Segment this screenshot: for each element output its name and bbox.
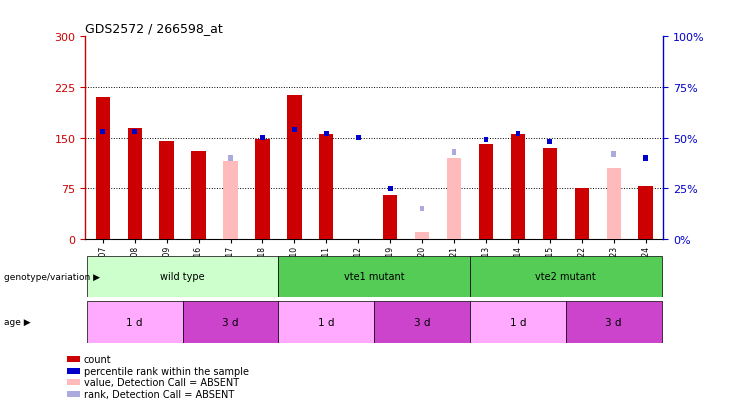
Bar [415, 233, 429, 240]
Text: age ▶: age ▶ [4, 318, 30, 327]
Bar [87, 301, 182, 343]
Bar [324, 132, 329, 137]
Bar [223, 162, 238, 240]
Text: genotype/variation ▶: genotype/variation ▶ [4, 272, 100, 281]
Text: count: count [84, 354, 111, 364]
Bar [419, 206, 425, 212]
Text: wild type: wild type [160, 272, 205, 282]
Bar [319, 135, 333, 240]
Bar [228, 156, 233, 161]
Bar [292, 128, 296, 133]
Bar [516, 132, 520, 137]
Bar [643, 156, 648, 161]
Text: rank, Detection Call = ABSENT: rank, Detection Call = ABSENT [84, 389, 234, 399]
Bar [127, 128, 142, 240]
Bar [470, 301, 566, 343]
Bar [96, 98, 110, 240]
Text: 1 d: 1 d [318, 317, 334, 327]
Bar [452, 150, 456, 155]
Bar [255, 140, 270, 240]
Bar [542, 148, 557, 240]
Text: 1 d: 1 d [127, 317, 143, 327]
Bar [182, 301, 279, 343]
Bar [279, 301, 374, 343]
Bar [470, 256, 662, 297]
Bar [288, 96, 302, 240]
Text: 3 d: 3 d [222, 317, 239, 327]
Bar [356, 135, 361, 141]
Bar [548, 140, 552, 145]
Bar [447, 159, 461, 240]
Bar [279, 256, 470, 297]
Bar [611, 152, 616, 157]
Bar [87, 256, 279, 297]
Bar [383, 196, 397, 240]
Bar [511, 135, 525, 240]
Bar [639, 187, 653, 240]
Text: 3 d: 3 d [414, 317, 431, 327]
Bar [100, 130, 105, 135]
Bar [133, 130, 137, 135]
Text: value, Detection Call = ABSENT: value, Detection Call = ABSENT [84, 377, 239, 387]
Text: percentile rank within the sample: percentile rank within the sample [84, 366, 249, 376]
Bar [374, 301, 470, 343]
Bar [159, 142, 174, 240]
Bar [566, 301, 662, 343]
Bar [607, 169, 621, 240]
Bar [484, 138, 488, 143]
Text: GDS2572 / 266598_at: GDS2572 / 266598_at [85, 21, 223, 35]
Bar [479, 145, 494, 240]
Text: 1 d: 1 d [510, 317, 526, 327]
Bar [388, 186, 393, 192]
Text: vte2 mutant: vte2 mutant [536, 272, 597, 282]
Bar [574, 189, 589, 240]
Text: vte1 mutant: vte1 mutant [344, 272, 405, 282]
Bar [260, 135, 265, 141]
Text: 3 d: 3 d [605, 317, 622, 327]
Bar [191, 152, 206, 240]
